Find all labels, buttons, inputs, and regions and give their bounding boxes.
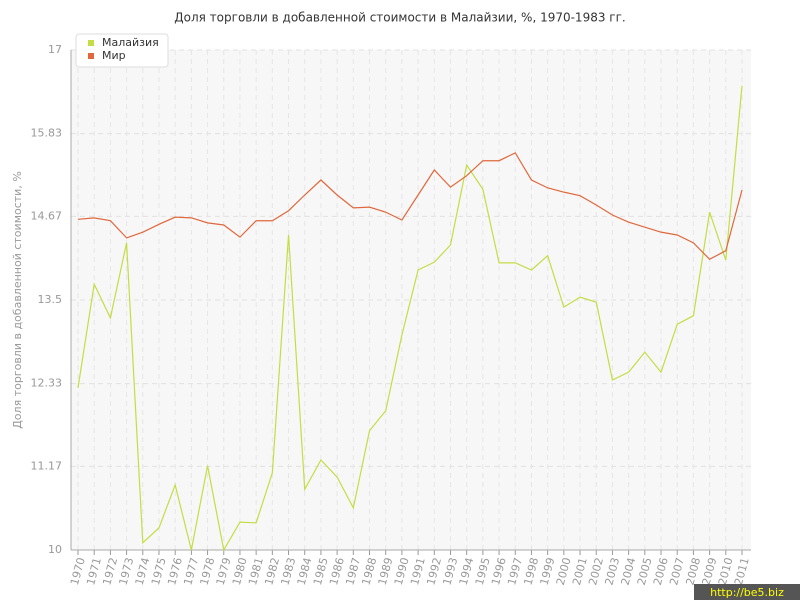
y-tick-label: 14.67 (31, 209, 63, 222)
y-tick-label: 10 (48, 543, 62, 556)
legend-swatch (88, 40, 94, 46)
y-tick-label: 11.17 (31, 459, 63, 472)
y-tick-label: 13.5 (38, 293, 63, 306)
legend-label: Мир (102, 49, 126, 62)
y-tick-label: 17 (48, 43, 62, 56)
legend-label: Малайзия (102, 36, 159, 49)
y-axis-label: Доля торговли в добавленной стоимости, % (11, 171, 24, 429)
watermark: http://be5.biz (710, 586, 784, 599)
marks (77, 85, 743, 552)
legend-box (75, 33, 169, 68)
y-tick-label: 12.33 (31, 377, 63, 390)
series-line (77, 152, 743, 261)
series-line (77, 85, 743, 552)
y-tick-label: 15.83 (31, 127, 63, 140)
legend-swatch (88, 53, 94, 59)
watermark-bg (694, 584, 800, 600)
chart-title: Доля торговли в добавленной стоимости в … (174, 11, 625, 25)
